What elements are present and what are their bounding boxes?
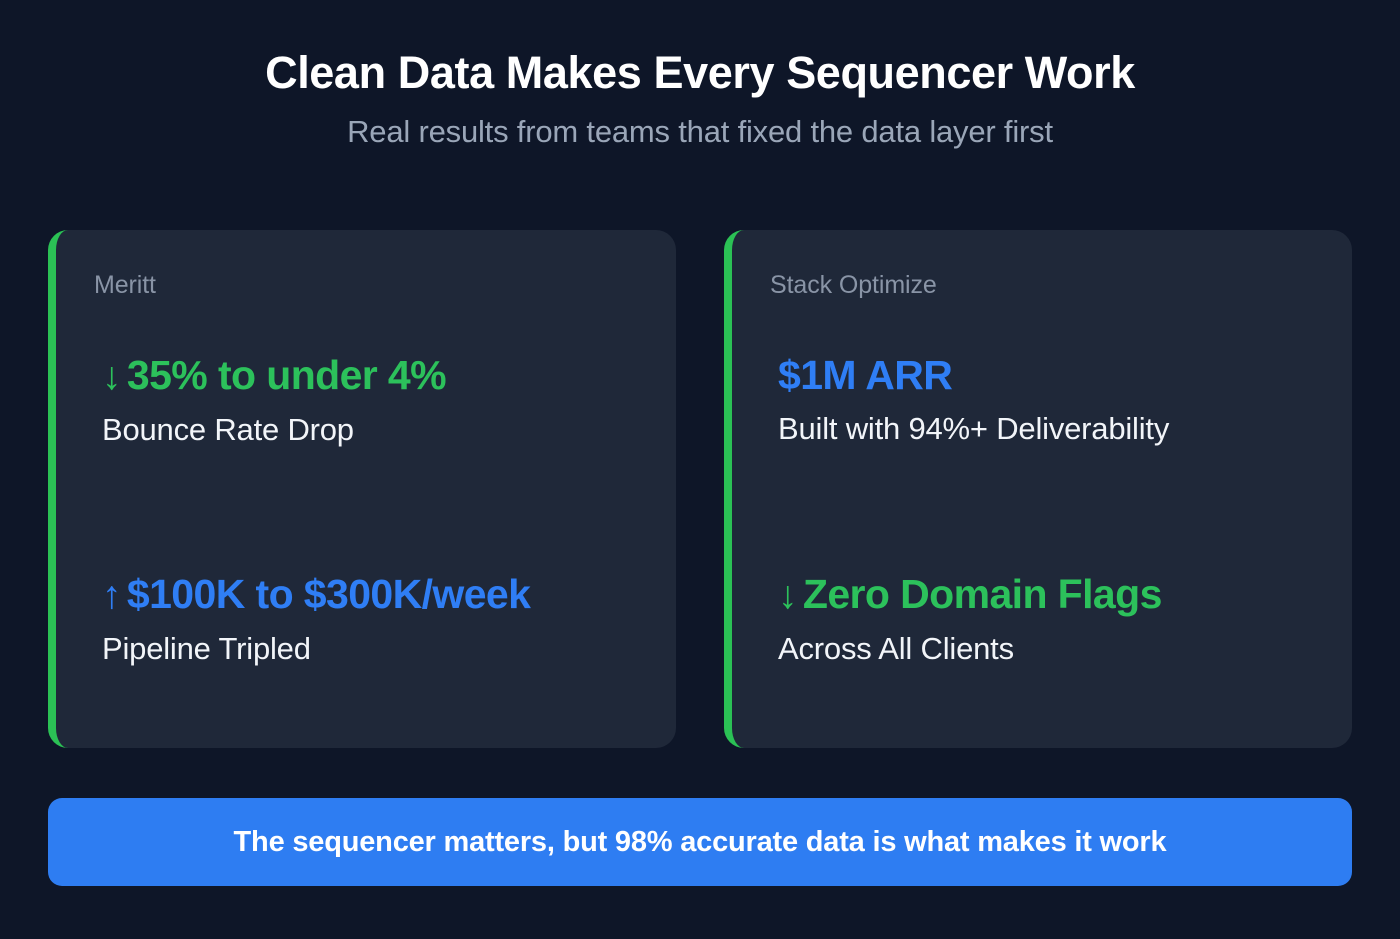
result-card-stack-optimize: Stack Optimize $1M ARR Built with 94%+ D… [724, 230, 1352, 748]
metric-block: $1M ARR Built with 94%+ Deliverability [778, 352, 1169, 447]
metric-value-text: Zero Domain Flags [802, 571, 1162, 617]
metric-value: ↓ Zero Domain Flags [778, 571, 1162, 619]
arrow-up-icon: ↑ [102, 574, 122, 617]
metric-caption: Pipeline Tripled [102, 630, 311, 666]
metric-caption: Across All Clients [778, 630, 1014, 666]
metric-value: ↓ 35% to under 4% [102, 352, 447, 400]
page-title: Clean Data Makes Every Sequencer Work [265, 47, 1135, 98]
result-card-meritt: Meritt ↓ 35% to under 4% Bounce Rate Drop… [48, 230, 676, 748]
card-label: Meritt [94, 271, 156, 299]
arrow-down-icon: ↓ [102, 355, 122, 398]
results-card-row: Meritt ↓ 35% to under 4% Bounce Rate Drop… [48, 230, 1352, 748]
metric-value-text: $100K to $300K/week [126, 571, 531, 617]
metric-value-text: 35% to under 4% [126, 352, 447, 398]
metric-block: ↑ $100K to $300K/week Pipeline Tripled [102, 571, 531, 667]
page-subtitle: Real results from teams that fixed the d… [347, 114, 1053, 150]
metric-caption: Built with 94%+ Deliverability [778, 411, 1170, 447]
metric-block: ↓ 35% to under 4% Bounce Rate Drop [102, 352, 447, 448]
metric-value-text: $1M ARR [778, 352, 953, 398]
header: Clean Data Makes Every Sequencer Work Re… [0, 0, 1400, 150]
callout-banner: The sequencer matters, but 98% accurate … [48, 798, 1352, 886]
metric-caption: Bounce Rate Drop [102, 411, 354, 447]
metric-block: ↓ Zero Domain Flags Across All Clients [778, 571, 1162, 667]
arrow-down-icon: ↓ [778, 574, 798, 617]
card-label: Stack Optimize [770, 271, 937, 299]
metric-value: $1M ARR [778, 352, 1169, 399]
metric-value: ↑ $100K to $300K/week [102, 571, 531, 619]
banner-text: The sequencer matters, but 98% accurate … [233, 825, 1167, 858]
